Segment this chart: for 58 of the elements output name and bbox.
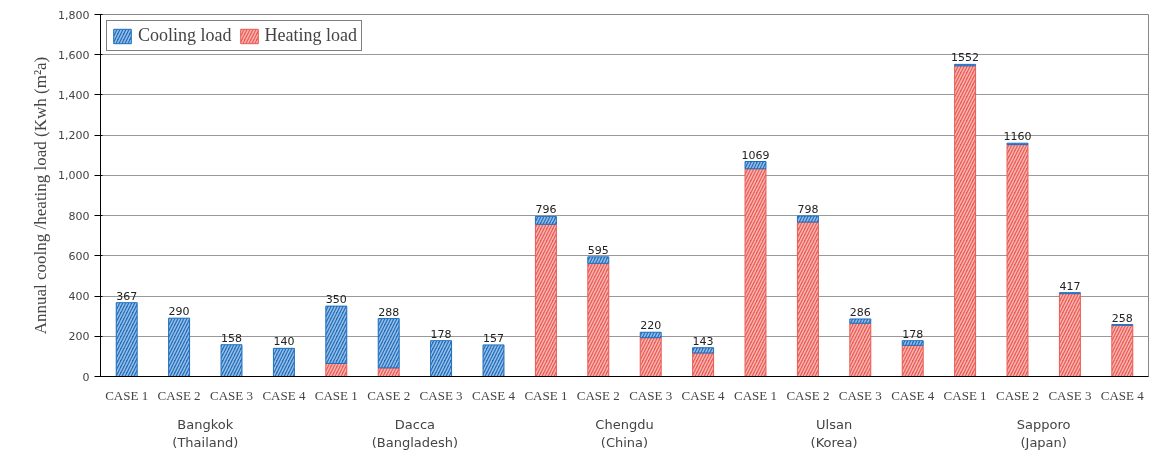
y-tick-label: 1,800 xyxy=(58,8,90,22)
x-tick-label: CASE 3 xyxy=(838,387,882,403)
text: Sapporo (Japan) xyxy=(1016,416,1071,450)
total-label: 1552 xyxy=(951,51,980,65)
x-tick-label: CASE 2 xyxy=(367,387,411,403)
x-tick-label: CASE 3 xyxy=(629,387,673,403)
total-label: 1160 xyxy=(1003,130,1032,144)
legend-label: Heating load xyxy=(264,25,357,46)
total-label: 158 xyxy=(221,331,242,345)
x-tick-label: CASE 1 xyxy=(105,387,149,403)
y-tick-label: 1,200 xyxy=(58,129,90,143)
x-tick-label: CASE 3 xyxy=(1048,387,1092,403)
total-label: 178 xyxy=(902,327,924,341)
x-tick-label: CASE 2 xyxy=(996,387,1039,403)
x-tick-label: CASE 1 xyxy=(734,387,777,403)
total-label: 220 xyxy=(640,319,662,333)
x-tick-label: CASE 1 xyxy=(943,387,987,403)
total-label: 798 xyxy=(797,203,819,217)
x-tick-label: CASE 2 xyxy=(786,387,830,403)
total-label: 290 xyxy=(168,305,190,319)
y-tick-label: 400 xyxy=(68,290,90,304)
total-label: 417 xyxy=(1059,279,1081,293)
y-tick-label: 0 xyxy=(82,370,90,384)
x-tick-label: CASE 3 xyxy=(419,387,463,403)
x-tick-label: CASE 2 xyxy=(576,387,620,403)
y-tick-label: 1,000 xyxy=(58,169,90,183)
text: Ulsan (Korea) xyxy=(810,416,858,450)
text: Chengdu (China) xyxy=(595,416,654,450)
x-tick-label: CASE 4 xyxy=(472,387,516,403)
text: Bangkok (Thailand) xyxy=(172,416,239,450)
total-label: 258 xyxy=(1111,311,1133,325)
x-tick-label: CASE 1 xyxy=(314,387,358,403)
text: Dacca (Bangladesh) xyxy=(371,416,459,450)
y-tick-label: 1,600 xyxy=(58,48,90,62)
total-label: 140 xyxy=(273,335,295,349)
total-label: 178 xyxy=(430,327,452,341)
x-tick-label: CASE 1 xyxy=(524,387,568,403)
y-tick-label: 800 xyxy=(68,209,90,223)
legend-label: Cooling load xyxy=(138,25,232,46)
total-label: 157 xyxy=(483,331,504,345)
total-label: 1069 xyxy=(741,148,770,162)
total-label: 143 xyxy=(692,334,714,348)
x-tick-label: CASE 4 xyxy=(891,387,935,403)
x-tick-label: CASE 4 xyxy=(681,387,726,403)
total-label: 367 xyxy=(116,289,138,303)
x-tick-label: CASE 2 xyxy=(157,387,201,403)
x-tick-label: CASE 4 xyxy=(1100,387,1145,403)
y-axis-title: Annual coolng /heating load (Kwh (m²a) xyxy=(31,56,51,335)
total-label: 350 xyxy=(325,293,347,307)
y-tick-label: 1,400 xyxy=(58,88,90,102)
total-label: 286 xyxy=(849,305,871,319)
x-tick-label: CASE 3 xyxy=(210,387,253,403)
y-tick-label: 600 xyxy=(68,249,90,263)
total-label: 288 xyxy=(378,305,400,319)
x-tick-label: CASE 4 xyxy=(262,387,306,403)
total-label: 595 xyxy=(587,243,609,257)
total-label: 796 xyxy=(535,203,557,217)
y-tick-label: 200 xyxy=(68,330,90,344)
